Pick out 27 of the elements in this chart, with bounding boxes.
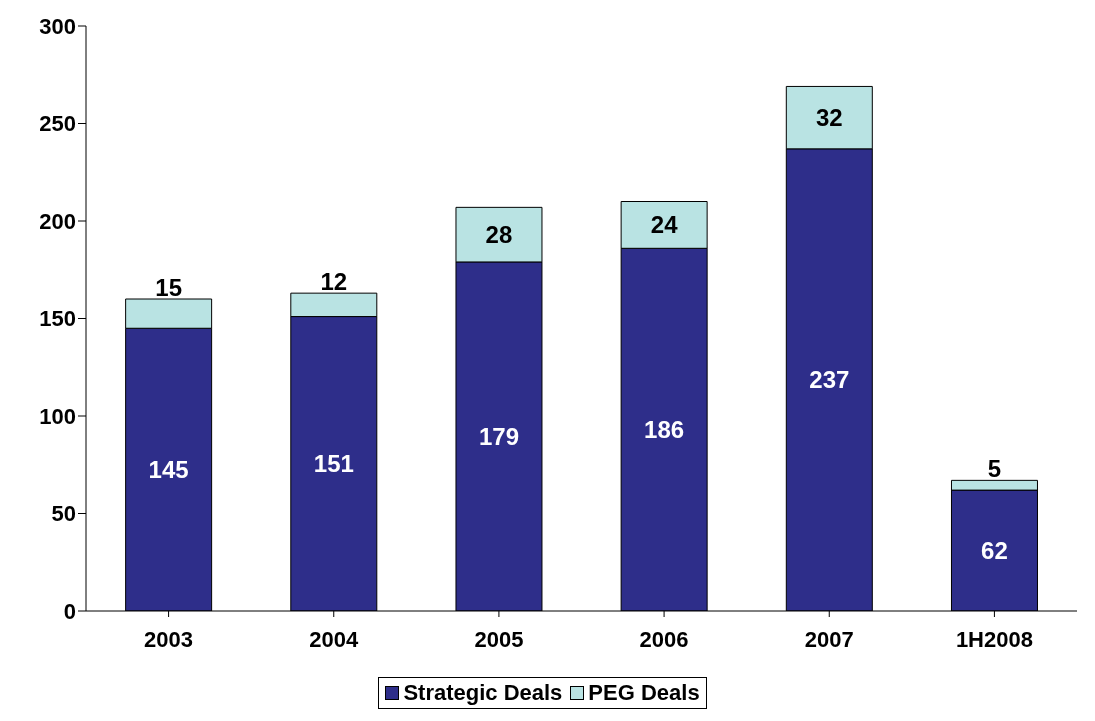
data-label: 12 <box>320 267 348 295</box>
x-tick-label: 2007 <box>804 626 854 652</box>
data-label: 179 <box>478 422 519 450</box>
data-label: 32 <box>815 104 843 132</box>
x-tick-label: 2004 <box>309 626 359 652</box>
data-label: 62 <box>981 537 1008 565</box>
y-tick-label: 150 <box>39 306 76 332</box>
legend-label: PEG Deals <box>587 680 700 706</box>
data-label: 5 <box>987 454 1002 482</box>
x-tick-label: 2006 <box>639 626 689 652</box>
y-tick-label: 100 <box>39 403 76 429</box>
y-tick-label: 250 <box>39 111 76 137</box>
x-tick-label: 2005 <box>474 626 524 652</box>
data-label: 186 <box>644 416 685 444</box>
y-tick-label: 300 <box>39 13 76 39</box>
y-tick-label: 200 <box>39 208 76 234</box>
data-label: 145 <box>148 456 189 484</box>
y-tick-label: 0 <box>63 598 76 624</box>
data-label: 15 <box>155 273 182 301</box>
data-label: 24 <box>650 211 679 239</box>
x-tick-label: 1H2008 <box>955 626 1033 652</box>
data-label: 151 <box>313 450 354 478</box>
legend-label: Strategic Deals <box>402 680 563 706</box>
data-label: 237 <box>809 366 850 394</box>
x-tick-label: 2003 <box>144 626 194 652</box>
data-label: 28 <box>485 221 513 249</box>
y-tick-label: 50 <box>51 501 76 527</box>
